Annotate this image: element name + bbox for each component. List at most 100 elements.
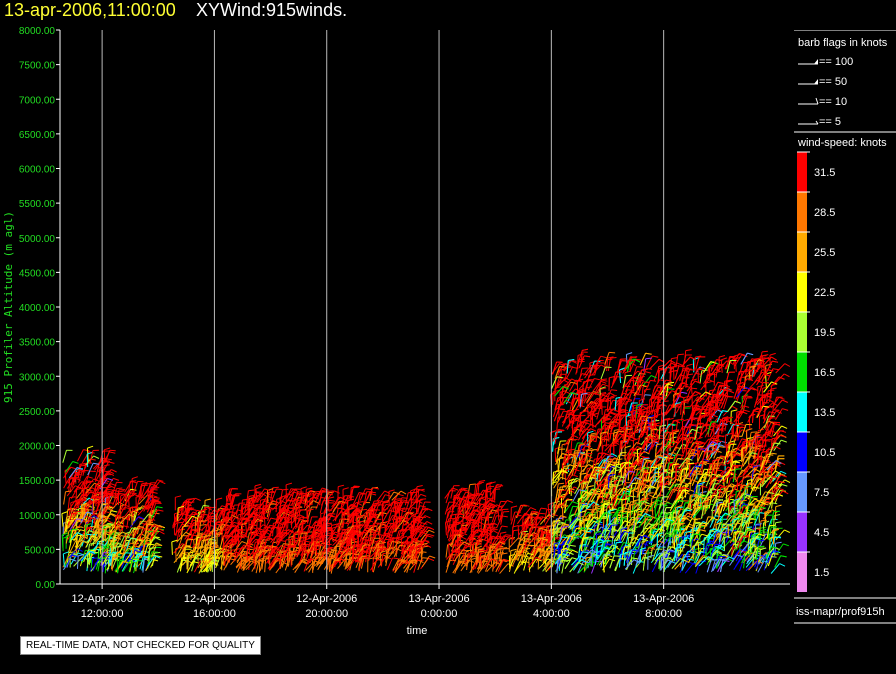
- wind-barb-shaft: [69, 518, 78, 531]
- wind-barb-shaft: [517, 533, 523, 547]
- wind-barb-tick: [416, 545, 423, 547]
- wind-barb-tick: [300, 536, 307, 539]
- wind-barb-tick: [420, 493, 427, 497]
- wind-barb-shaft: [389, 527, 395, 541]
- wind-barb-tick: [308, 558, 315, 561]
- wind-barb-tick: [463, 496, 470, 498]
- wind-barb-shaft: [413, 505, 421, 518]
- wind-barb-tick: [420, 524, 427, 529]
- wind-barb-shaft: [403, 561, 412, 573]
- wind-barb-tick: [352, 529, 359, 534]
- wind-barb-shaft: [201, 535, 206, 549]
- wind-barb-tick: [369, 546, 376, 549]
- wind-barb-tick: [77, 486, 84, 490]
- wind-barb-shaft: [483, 535, 494, 547]
- wind-barb-shaft: [105, 488, 108, 502]
- wind-barb-tick: [452, 523, 459, 526]
- wind-barb-tick: [235, 534, 242, 538]
- wind-barb-tick: [402, 522, 409, 526]
- wind-barb-shaft: [275, 531, 282, 545]
- wind-barb-tick: [258, 559, 265, 563]
- wind-barb-shaft: [265, 547, 276, 559]
- wind-barb-tick: [350, 504, 356, 508]
- wind-barb-shaft: [123, 537, 133, 548]
- wind-barb-tick: [225, 551, 232, 554]
- wind-barb-shaft: [486, 539, 488, 553]
- wind-barb-tick: [248, 515, 256, 519]
- wind-barb-shaft: [225, 555, 232, 568]
- wind-barb-shaft: [151, 503, 157, 516]
- wind-barb-tick: [86, 511, 93, 515]
- wind-barb-shaft: [74, 540, 84, 552]
- wind-barb-shaft: [255, 488, 258, 502]
- wind-barb-tick: [289, 530, 296, 535]
- wind-barb-shaft: [332, 500, 340, 513]
- wind-barb-tick: [247, 502, 254, 506]
- wind-barb-tick: [419, 505, 426, 508]
- wind-barb-shaft: [102, 483, 112, 495]
- wind-barb-shaft: [256, 492, 266, 503]
- wind-barb-shaft: [81, 550, 90, 562]
- wind-barb-shaft: [337, 519, 341, 532]
- wind-barb-shaft: [86, 453, 89, 468]
- wind-barb-shaft: [334, 546, 344, 558]
- wind-barb-shaft: [80, 504, 82, 518]
- wind-barb-tick: [530, 507, 537, 511]
- wind-barb-shaft: [468, 529, 477, 542]
- wind-barb-shaft: [199, 540, 203, 554]
- wind-barb-tick: [512, 525, 519, 528]
- wind-barb-shaft: [495, 553, 499, 567]
- wind-barb-shaft: [251, 560, 259, 572]
- wind-barb-tick: [245, 551, 252, 555]
- wind-barb-shaft: [245, 560, 256, 571]
- wind-barb-tick: [364, 543, 371, 547]
- wind-barb-tick: [539, 526, 546, 528]
- wind-barb-shaft: [201, 562, 212, 573]
- wind-barb-tick: [107, 522, 114, 525]
- wind-barb-tick: [248, 489, 255, 492]
- wind-barb-tick: [365, 488, 372, 491]
- wind-barb-tick: [455, 513, 462, 515]
- wind-barb-shaft: [331, 496, 341, 508]
- wind-barb-tick: [409, 536, 416, 541]
- wind-barb-shaft: [533, 530, 541, 543]
- wind-barb-tick: [486, 562, 493, 567]
- wind-barb-shaft: [533, 537, 542, 549]
- wind-barb-tick: [118, 490, 125, 493]
- wind-barb-tick: [70, 500, 77, 504]
- wind-barb-shaft: [65, 461, 74, 473]
- wind-barb-shaft: [361, 506, 372, 518]
- wind-barb-shaft: [487, 513, 490, 527]
- wind-barb-shaft: [416, 517, 421, 530]
- wind-barb-tick: [422, 507, 429, 510]
- wind-barb-shaft: [382, 510, 390, 522]
- wind-barb-shaft: [300, 546, 305, 560]
- wind-barb-tick: [354, 525, 361, 528]
- wind-barb-tick: [106, 488, 113, 491]
- wind-barb-shaft: [109, 521, 119, 533]
- wind-barb-shaft: [67, 497, 70, 511]
- wind-barb-tick: [384, 490, 391, 494]
- wind-barb-tick: [334, 531, 341, 535]
- wind-barb-shaft: [400, 536, 411, 547]
- wind-barb-tick: [283, 543, 290, 545]
- wind-barb-tick: [222, 509, 229, 513]
- wind-barb-shaft: [135, 497, 141, 511]
- wind-barb-tick: [369, 491, 376, 494]
- wind-barb-shaft: [359, 502, 365, 516]
- wind-barb-tick: [200, 520, 207, 522]
- wind-barb-tick: [195, 497, 201, 502]
- wind-barb-shaft: [133, 554, 138, 568]
- wind-barb-tick: [531, 510, 538, 513]
- wind-barb-shaft: [411, 526, 416, 540]
- wind-barb-shaft: [276, 516, 283, 530]
- wind-barb-shaft: [316, 552, 322, 566]
- wind-barb-shaft: [72, 499, 79, 512]
- wind-barb-tick: [188, 551, 195, 554]
- wind-barb-shaft: [233, 541, 243, 553]
- wind-barb-shaft: [205, 518, 210, 531]
- wind-barb-shaft: [480, 506, 487, 519]
- wind-barb-shaft: [490, 484, 498, 496]
- wind-barb-shaft: [517, 526, 520, 540]
- wind-barb-tick: [376, 533, 383, 536]
